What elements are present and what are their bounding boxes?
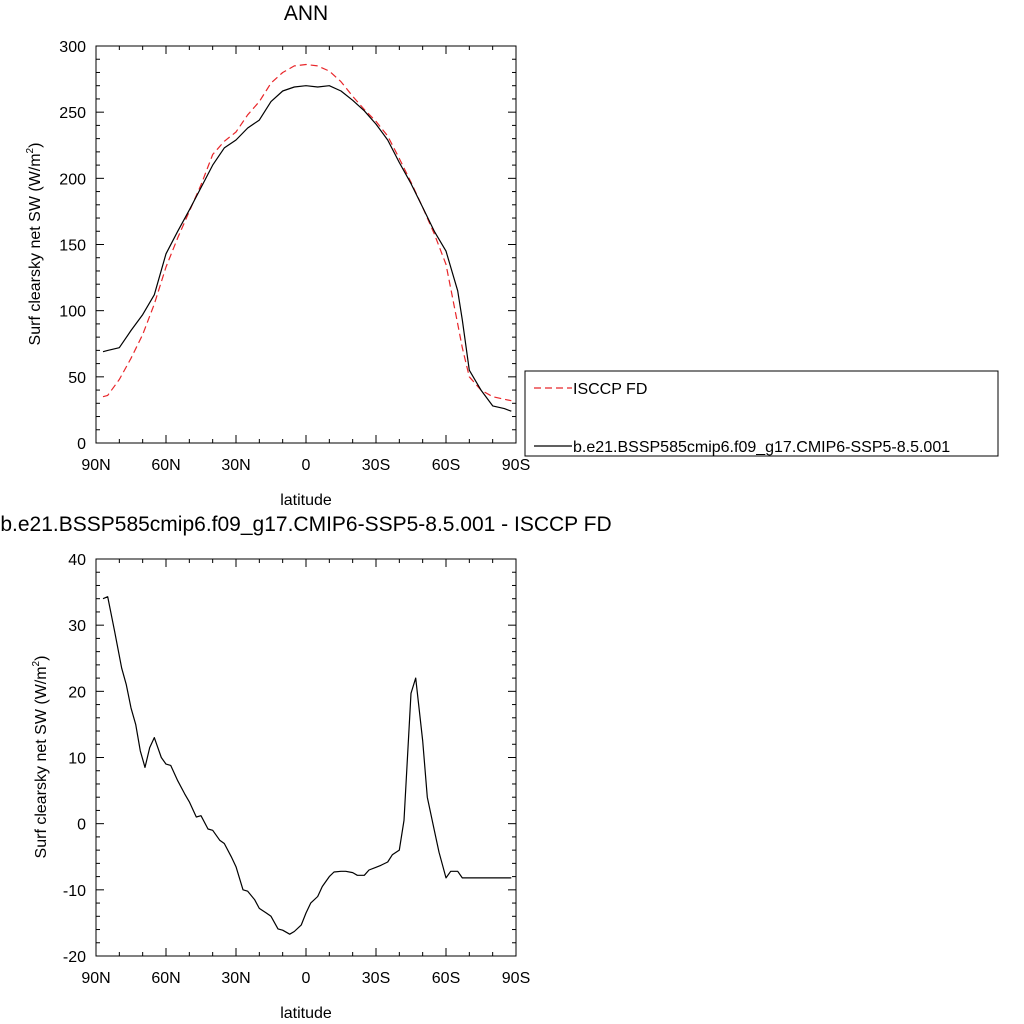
- plot-frame: [95, 45, 517, 444]
- y-axis-label-sup: 2: [25, 147, 36, 153]
- x-tick-label: 60N: [151, 457, 180, 474]
- x-axis-label: latitude: [280, 492, 332, 509]
- x-tick-label: 30N: [221, 970, 250, 987]
- y-tick-label: -10: [63, 883, 86, 900]
- x-tick-label: 90N: [81, 970, 110, 987]
- y-tick-label: 20: [68, 684, 86, 701]
- y-tick-label: 0: [77, 436, 86, 453]
- x-tick-label: 0: [302, 457, 311, 474]
- y-tick-label: 40: [68, 552, 86, 569]
- x-tick-label: 30S: [362, 970, 390, 987]
- y-axis-label-end: ): [33, 656, 50, 661]
- y-tick-label: 100: [59, 304, 86, 321]
- y-tick-label: 150: [59, 238, 86, 255]
- x-tick-label: 90S: [502, 970, 530, 987]
- x-tick-label: 0: [302, 970, 311, 987]
- y-tick-label: 200: [59, 171, 86, 188]
- chart-title: ANN: [284, 2, 328, 25]
- series-line-obs: [102, 63, 512, 402]
- series-lines: [102, 63, 512, 412]
- y-axis-label-end: ): [27, 143, 44, 148]
- x-tick-label: 90S: [502, 457, 530, 474]
- y-axis-label: Surf clearsky net SW (W/m2): [25, 143, 44, 346]
- y-tick-label: 250: [59, 105, 86, 122]
- x-tick-label: 60S: [432, 970, 460, 987]
- legend-box: [524, 370, 999, 457]
- y-tick-label: 10: [68, 751, 86, 768]
- series-line-model: [102, 85, 512, 412]
- y-tick-label: -20: [63, 949, 86, 966]
- y-axis-label-main: Surf clearsky net SW (W/m: [27, 153, 44, 345]
- y-axis-label: Surf clearsky net SW (W/m2): [31, 656, 50, 859]
- x-tick-label: 90N: [81, 457, 110, 474]
- series-lines: [102, 596, 512, 935]
- x-tick-label: 30N: [221, 457, 250, 474]
- y-axis-label-main: Surf clearsky net SW (W/m: [33, 666, 50, 858]
- x-tick-label: 60S: [432, 457, 460, 474]
- chart-annual-mean: ANN 0 50 100 150 200 250 300 90N 60N 30N 0 30S 60S 90…: [25, 2, 999, 509]
- y-tick-label: 50: [68, 370, 86, 387]
- series-line-difference: [102, 596, 512, 935]
- y-tick-label: 0: [77, 817, 86, 834]
- plot-frame: [95, 558, 517, 957]
- legend-label-model: b.e21.BSSP585cmip6.f09_g17.CMIP6-SSP5-8.…: [573, 439, 950, 456]
- x-tick-label: 30S: [362, 457, 390, 474]
- axis-ticks: 0 50 100 150 200 250 300 90N 60N 30N 0 30S 60S 90S: [59, 39, 530, 474]
- axis-ticks: -20 -10 0 10 20 30 40 90N 60N 30N 0 30S 60S 90S: [63, 552, 530, 987]
- chart-difference: b.e21.BSSP585cmip6.f09_g17.CMIP6-SSP5-8.…: [0, 513, 611, 1022]
- y-tick-label: 300: [59, 39, 86, 56]
- y-axis-label-sup: 2: [31, 660, 42, 666]
- legend: ISCCP FD b.e21.BSSP585cmip6.f09_g17.CMIP…: [524, 370, 999, 457]
- legend-label-obs: ISCCP FD: [573, 381, 647, 398]
- y-tick-label: 30: [68, 618, 86, 635]
- x-tick-label: 60N: [151, 970, 180, 987]
- chart-title: b.e21.BSSP585cmip6.f09_g17.CMIP6-SSP5-8.…: [0, 513, 611, 536]
- x-axis-label: latitude: [280, 1005, 332, 1022]
